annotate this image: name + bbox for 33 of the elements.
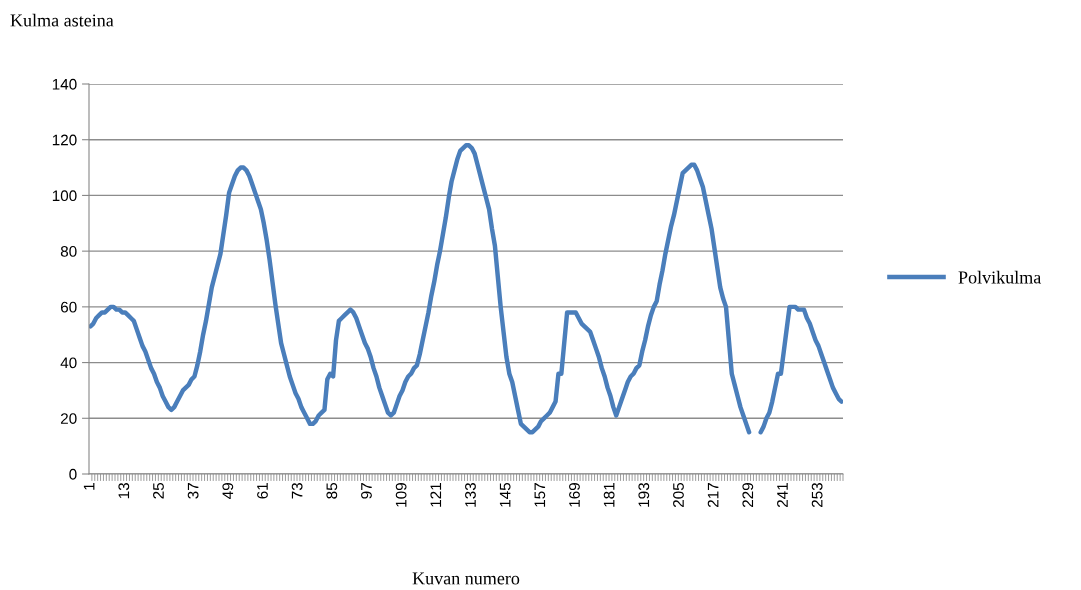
legend-label: Polvikulma: [958, 270, 1042, 284]
x-tick-label: 145: [499, 482, 511, 507]
x-tick-label: 133: [465, 483, 476, 507]
x-tick-label: 205: [673, 482, 684, 508]
x-tick-label: 157: [534, 483, 546, 507]
x-tick-label: 193: [638, 483, 650, 507]
x-tick-label: 169: [569, 483, 580, 507]
y-tick-label: 20: [60, 413, 77, 424]
x-tick-label: 37: [187, 483, 199, 499]
x-tick-label: 73: [291, 483, 303, 499]
y-tick-label: 100: [52, 190, 77, 202]
y-tick-label: 0: [69, 468, 77, 480]
x-tick-label: 25: [153, 482, 164, 499]
x-tick-label: 85: [326, 482, 338, 499]
x-tick-label: 109: [395, 483, 407, 507]
x-tick-label: 253: [811, 483, 823, 508]
x-tick-label: 121: [430, 483, 442, 507]
y-tick-label: 120: [52, 134, 77, 146]
y-tick-label: 40: [60, 357, 77, 369]
x-tick-label: 97: [361, 483, 372, 499]
y-tick-label: 60: [60, 301, 77, 313]
x-tick-label: 61: [257, 483, 268, 499]
x-tick-label: 241: [777, 483, 788, 508]
x-tick-label: 1: [83, 483, 95, 490]
x-axis-title: Kuvan numero: [412, 572, 520, 585]
x-tick-label: 13: [118, 483, 130, 499]
x-tick-label: 217: [707, 483, 719, 508]
y-tick-label: 140: [52, 78, 77, 90]
y-tick-label: 80: [60, 246, 77, 257]
x-tick-label: 229: [742, 483, 754, 508]
x-tick-label: 181: [603, 483, 615, 507]
y-axis-title: Kulma asteina: [10, 13, 114, 27]
x-tick-label: 49: [222, 483, 234, 499]
